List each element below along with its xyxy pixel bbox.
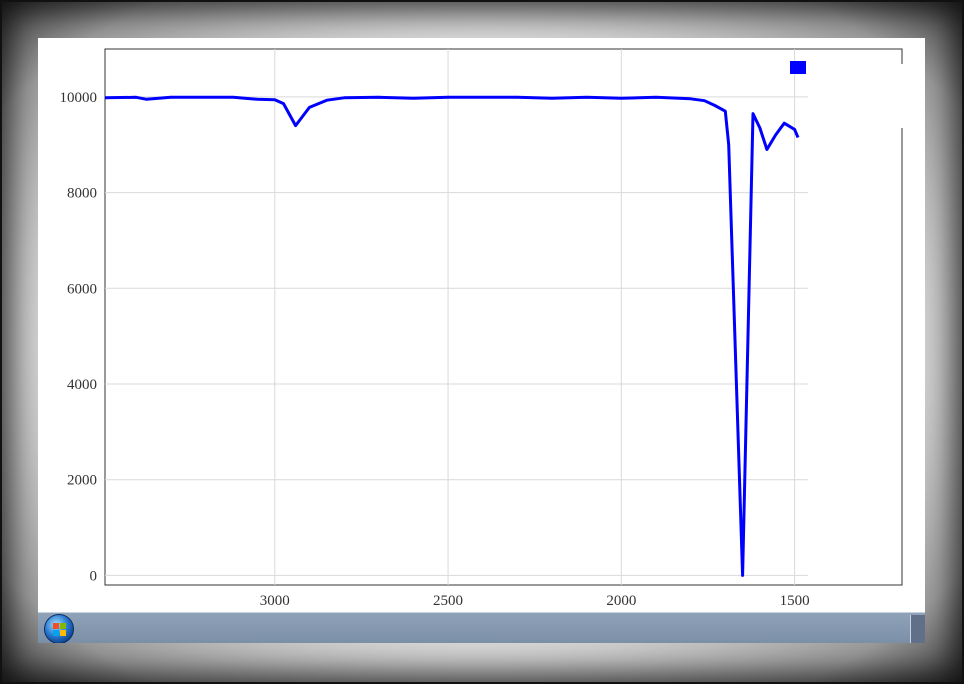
legend-swatch bbox=[790, 61, 806, 74]
y-tick-label: 4000 bbox=[67, 377, 97, 393]
y-tick-label: 10000 bbox=[60, 90, 98, 106]
y-tick-label: 8000 bbox=[67, 186, 97, 202]
x-tick-label: 2500 bbox=[433, 593, 463, 609]
plot-area-background bbox=[104, 48, 903, 586]
y-tick-label: 0 bbox=[90, 568, 98, 584]
x-axis-ticks: 3000 2500 2000 1500 bbox=[260, 593, 810, 609]
x-tick-label: 1500 bbox=[780, 593, 810, 609]
screen: 0 2000 4000 6000 8000 10000 3000 2500 2000 1500 bbox=[38, 38, 925, 643]
taskbar bbox=[38, 612, 925, 643]
line-chart: 0 2000 4000 6000 8000 10000 3000 2500 2000 1500 bbox=[60, 48, 908, 609]
y-axis-ticks: 0 2000 4000 6000 8000 10000 bbox=[60, 90, 98, 585]
x-tick-label: 3000 bbox=[260, 593, 290, 609]
show-desktop-button[interactable] bbox=[910, 615, 925, 643]
legend-cover bbox=[808, 64, 908, 584]
series-line bbox=[104, 95, 800, 577]
windows-logo-icon bbox=[53, 623, 67, 637]
start-button[interactable] bbox=[44, 614, 74, 643]
y-tick-label: 6000 bbox=[67, 281, 97, 297]
y-tick-label: 2000 bbox=[67, 473, 97, 489]
x-tick-label: 2000 bbox=[606, 593, 636, 609]
series-group bbox=[104, 95, 800, 577]
